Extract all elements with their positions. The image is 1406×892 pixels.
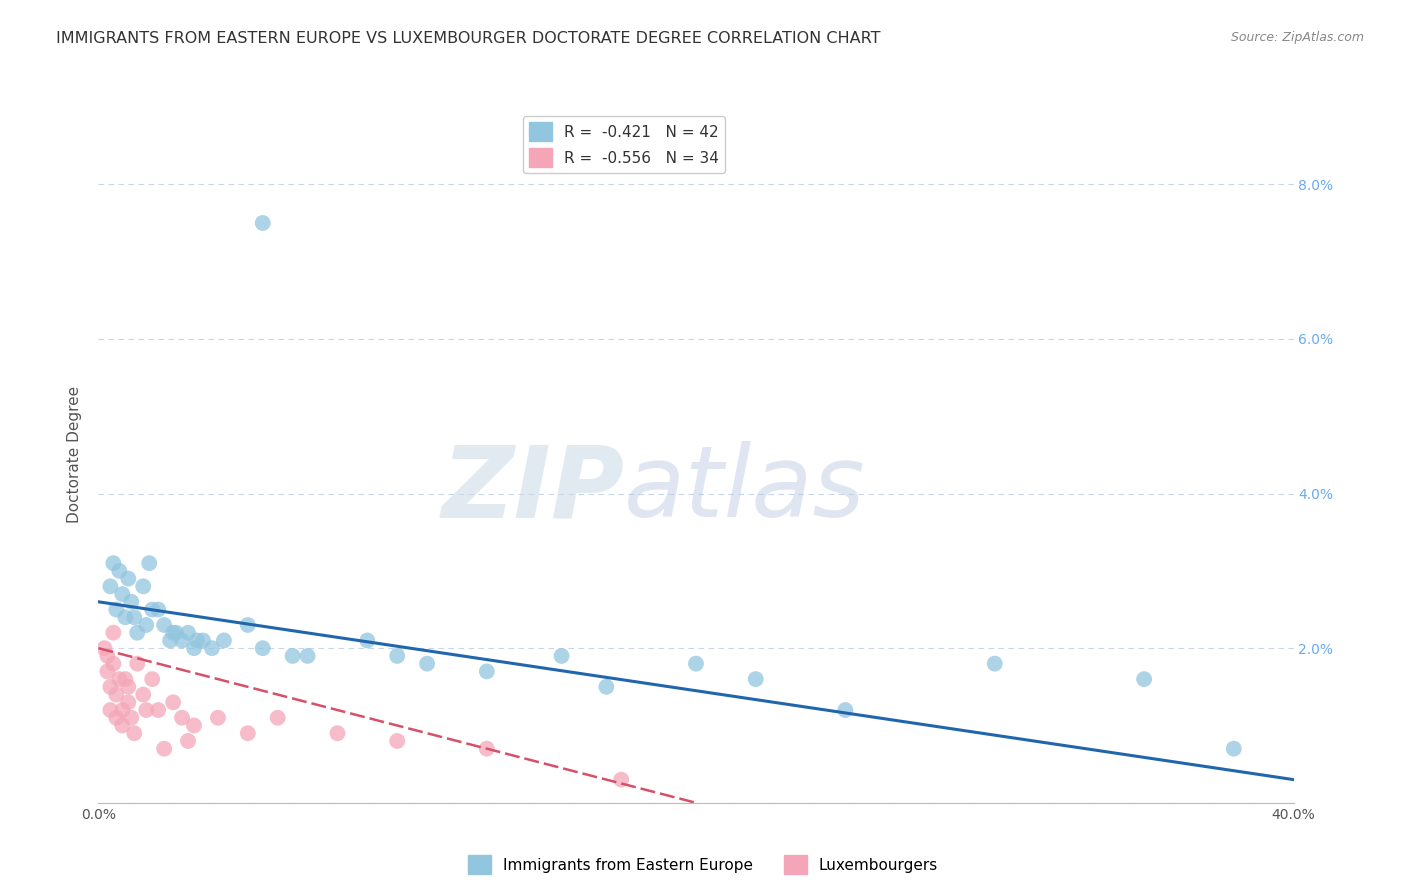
Point (100, 680, 122, 694)
Point (252, 641, 274, 656)
Point (111, 587, 134, 601)
Legend: Immigrants from Eastern Europe, Luxembourgers: Immigrants from Eastern Europe, Luxembou… (461, 849, 945, 880)
Point (385, 734, 409, 748)
Point (356, 633, 378, 648)
Point (148, 602, 170, 616)
Point (212, 633, 235, 648)
Point (135, 618, 157, 632)
Point (162, 625, 184, 640)
Point (183, 641, 205, 656)
Point (297, 648, 319, 663)
Point (127, 625, 149, 640)
Point (120, 711, 142, 725)
Point (267, 711, 290, 725)
Point (132, 579, 155, 593)
Point (117, 572, 139, 586)
Point (186, 633, 208, 648)
Point (177, 734, 200, 748)
Point (550, 648, 572, 663)
Point (96, 665, 118, 679)
Point (834, 703, 856, 717)
Point (236, 726, 259, 740)
Point (183, 718, 205, 732)
Point (127, 657, 149, 671)
Point (103, 625, 125, 640)
Point (153, 618, 176, 632)
Point (252, 216, 274, 230)
Point (120, 595, 142, 609)
Point (162, 695, 184, 709)
Legend: R =  -0.421   N = 42, R =  -0.556   N = 34: R = -0.421 N = 42, R = -0.556 N = 34 (523, 116, 725, 173)
Point (141, 602, 163, 616)
Point (105, 711, 128, 725)
Point (105, 602, 128, 616)
Point (132, 688, 155, 702)
Point (610, 772, 633, 787)
Point (685, 657, 707, 671)
Point (117, 695, 139, 709)
Point (117, 680, 139, 694)
Point (416, 657, 439, 671)
Point (475, 741, 498, 756)
Point (100, 703, 122, 717)
Point (281, 648, 304, 663)
Point (475, 665, 498, 679)
Point (124, 610, 146, 624)
Point (172, 633, 194, 648)
Point (96, 648, 118, 663)
Text: IMMIGRANTS FROM EASTERN EUROPE VS LUXEMBOURGER DOCTORATE DEGREE CORRELATION CHAR: IMMIGRANTS FROM EASTERN EUROPE VS LUXEMB… (56, 31, 880, 46)
Point (595, 680, 617, 694)
Point (745, 672, 768, 686)
Point (114, 672, 136, 686)
Point (114, 610, 136, 624)
Point (135, 703, 157, 717)
Point (141, 672, 163, 686)
Point (108, 672, 131, 686)
Point (385, 648, 409, 663)
Point (159, 633, 181, 648)
Text: Source: ZipAtlas.com: Source: ZipAtlas.com (1230, 31, 1364, 45)
Point (111, 718, 134, 732)
Point (93, 641, 115, 656)
Point (984, 657, 1007, 671)
Point (124, 726, 146, 740)
Point (201, 641, 224, 656)
Point (172, 711, 194, 725)
Point (177, 625, 200, 640)
Point (148, 703, 170, 717)
Point (100, 579, 122, 593)
Point (207, 711, 229, 725)
Point (103, 657, 125, 671)
Point (165, 625, 187, 640)
Point (103, 556, 125, 570)
Point (108, 564, 131, 578)
Point (236, 618, 259, 632)
Point (191, 633, 214, 648)
Text: atlas: atlas (624, 442, 866, 538)
Point (1133, 672, 1156, 686)
Y-axis label: Doctorate Degree: Doctorate Degree (67, 386, 83, 524)
Point (138, 556, 160, 570)
Point (326, 726, 349, 740)
Point (111, 703, 134, 717)
Point (153, 741, 176, 756)
Point (105, 688, 128, 702)
Point (1223, 741, 1246, 756)
Text: ZIP: ZIP (441, 442, 624, 538)
